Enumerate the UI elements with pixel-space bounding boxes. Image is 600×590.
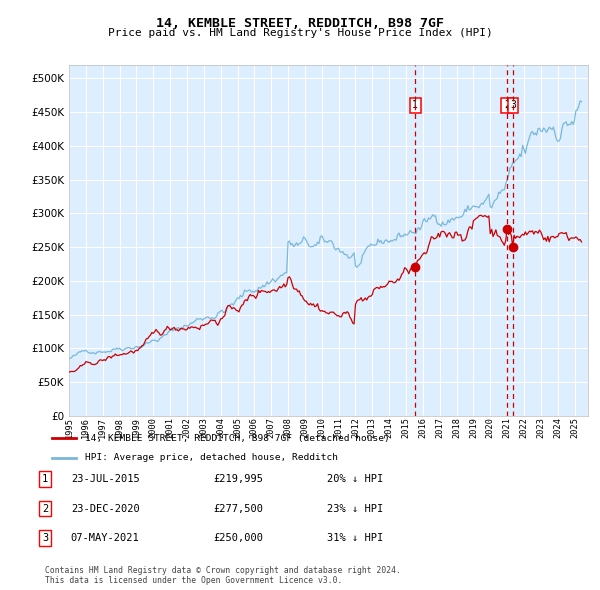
Text: 1: 1: [42, 474, 48, 484]
Text: 20% ↓ HPI: 20% ↓ HPI: [327, 474, 383, 484]
Text: £277,500: £277,500: [213, 504, 263, 513]
Text: 14, KEMBLE STREET, REDDITCH, B98 7GF (detached house): 14, KEMBLE STREET, REDDITCH, B98 7GF (de…: [85, 434, 390, 442]
Text: 14, KEMBLE STREET, REDDITCH, B98 7GF: 14, KEMBLE STREET, REDDITCH, B98 7GF: [156, 17, 444, 30]
Text: 31% ↓ HPI: 31% ↓ HPI: [327, 533, 383, 543]
Text: £219,995: £219,995: [213, 474, 263, 484]
Text: Contains HM Land Registry data © Crown copyright and database right 2024.: Contains HM Land Registry data © Crown c…: [45, 566, 401, 575]
Text: Price paid vs. HM Land Registry's House Price Index (HPI): Price paid vs. HM Land Registry's House …: [107, 28, 493, 38]
Text: 23-DEC-2020: 23-DEC-2020: [71, 504, 140, 513]
Text: This data is licensed under the Open Government Licence v3.0.: This data is licensed under the Open Gov…: [45, 576, 343, 585]
Text: £250,000: £250,000: [213, 533, 263, 543]
Text: 07-MAY-2021: 07-MAY-2021: [71, 533, 140, 543]
Text: 23% ↓ HPI: 23% ↓ HPI: [327, 504, 383, 513]
Text: HPI: Average price, detached house, Redditch: HPI: Average price, detached house, Redd…: [85, 453, 338, 462]
Text: 23-JUL-2015: 23-JUL-2015: [71, 474, 140, 484]
Text: 2: 2: [42, 504, 48, 513]
Text: 3: 3: [510, 100, 516, 110]
Text: 3: 3: [42, 533, 48, 543]
Text: 1: 1: [412, 100, 418, 110]
Text: 2: 2: [504, 100, 510, 110]
